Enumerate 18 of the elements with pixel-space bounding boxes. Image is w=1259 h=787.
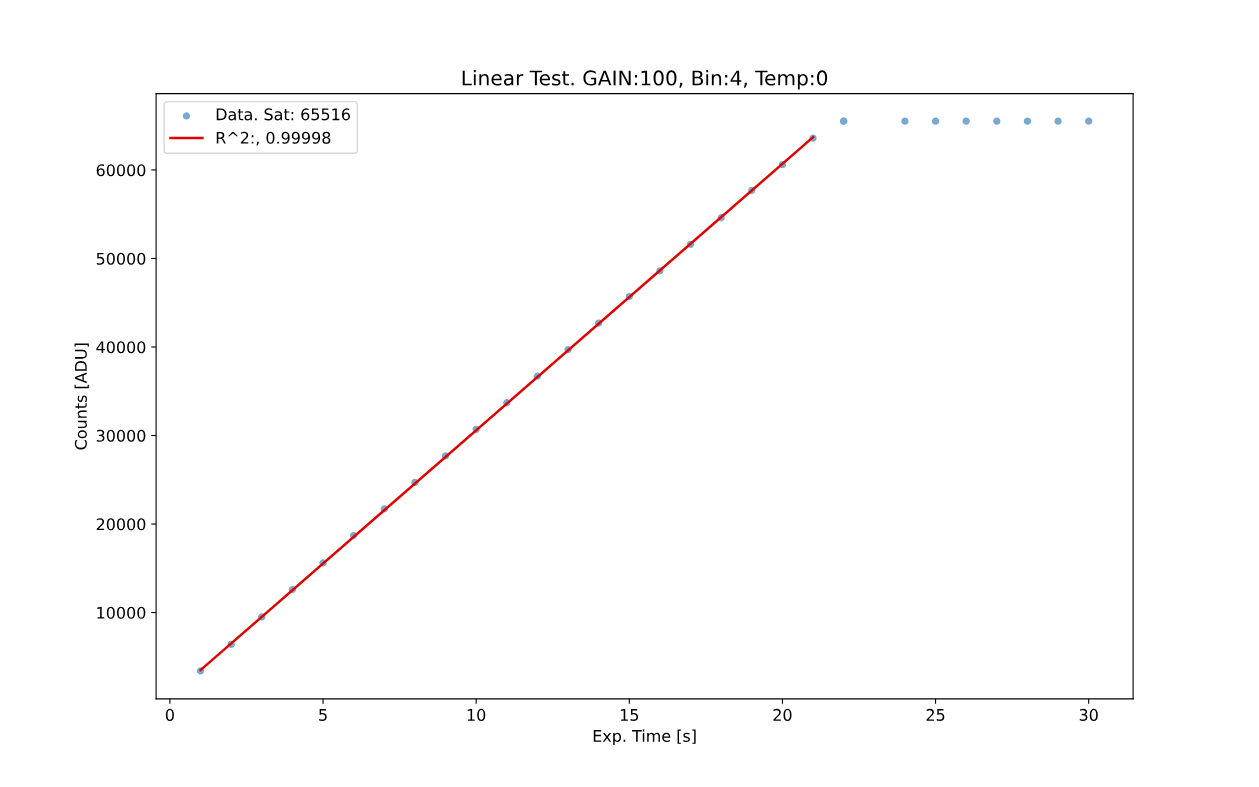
legend-label: R^2:, 0.99998 <box>216 131 331 146</box>
y-tick-label: 60000 <box>96 164 146 177</box>
x-tick-label: 0 <box>165 708 174 721</box>
x-tick-label: 15 <box>620 709 639 721</box>
y-tick-label: 30000 <box>96 429 146 442</box>
legend-label: Data. Sat: 65516 <box>216 108 350 121</box>
x-tick-label: 10 <box>467 708 486 721</box>
y-tick-label: 40000 <box>96 341 146 354</box>
y-tick-label: 20000 <box>96 518 146 531</box>
x-tick-label: 20 <box>773 708 792 721</box>
x-tick-label: 25 <box>926 708 945 721</box>
chart-title: Linear Test. GAIN:100, Bin:4, Temp:0 <box>462 70 828 90</box>
x-axis-title: Exp. Time [s] <box>593 729 696 746</box>
x-tick-label: 5 <box>319 709 327 721</box>
y-tick-label: 10000 <box>97 606 146 619</box>
y-axis-title: Counts [ADU] <box>74 343 89 450</box>
y-tick-label: 50000 <box>96 252 146 265</box>
x-tick-label: 30 <box>1079 708 1098 721</box>
